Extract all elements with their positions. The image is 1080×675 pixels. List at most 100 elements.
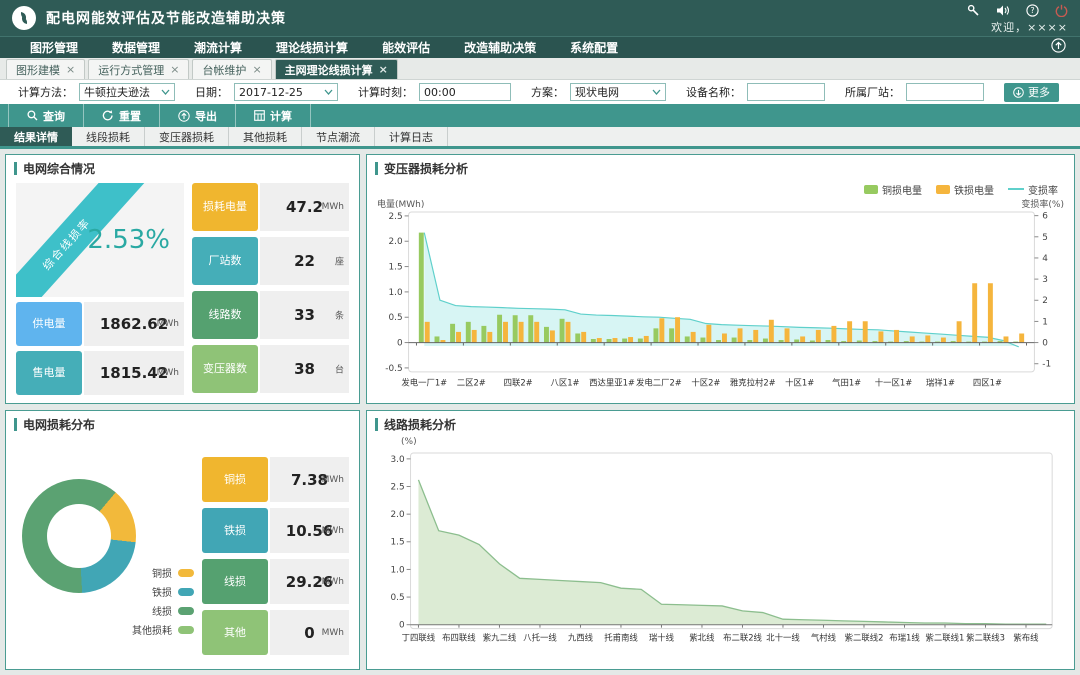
legend-loss-rate[interactable]: 变损率 — [1008, 182, 1058, 197]
legend-iron[interactable]: 铁损 — [132, 584, 194, 599]
sound-icon[interactable] — [996, 4, 1010, 17]
line-count-card: 线路数 33 条 — [192, 291, 349, 339]
help-icon[interactable]: ? — [1026, 3, 1039, 17]
svg-text:-1: -1 — [1042, 360, 1051, 370]
calculate-button[interactable]: 计算 — [235, 104, 311, 127]
menu-power-flow-calc[interactable]: 潮流计算 — [194, 41, 243, 55]
menu-system-config[interactable]: 系统配置 — [570, 41, 619, 55]
line-loss-card: 线损 29.26 MWh — [202, 559, 349, 604]
menu-data-management[interactable]: 数据管理 — [112, 41, 161, 55]
svg-text:布四联线: 布四联线 — [442, 632, 476, 642]
svg-text:发电一厂1#: 发电一厂1# — [401, 378, 447, 388]
legend-iron-loss[interactable]: 铁损电量 — [936, 182, 994, 197]
query-form: 计算方法： 牛顿拉夫逊法 日期： 2017-12-25 计算时刻： 方案： 现状… — [0, 80, 1080, 104]
svg-text:布瑞1线: 布瑞1线 — [889, 632, 920, 642]
date-select[interactable]: 2017-12-25 — [234, 83, 338, 101]
loss-distribution-donut-chart[interactable] — [22, 479, 136, 593]
search-icon — [27, 110, 38, 121]
result-tab-node-flow[interactable]: 节点潮流 — [302, 127, 375, 146]
menu-retrofit-decision[interactable]: 改造辅助决策 — [464, 41, 537, 55]
legend-other[interactable]: 其他损耗 — [132, 622, 194, 637]
close-icon[interactable]: × — [252, 63, 262, 76]
calculator-icon — [254, 110, 265, 121]
grid-overview-panel: 电网综合情况 综合线损率 2.53% 供电量 1862.62 MWh 售电量 18… — [5, 154, 360, 404]
svg-text:丁四联线: 丁四联线 — [402, 632, 436, 642]
loss-energy-card: 损耗电量 47.2 MWh — [192, 183, 349, 231]
svg-text:雅克拉村2#: 雅克拉村2# — [730, 378, 776, 388]
scheme-select[interactable]: 现状电网 — [570, 83, 666, 101]
panel-title: 线路损耗分析 — [367, 411, 1074, 437]
svg-text:十区1#: 十区1# — [785, 378, 814, 388]
result-tabbar: 结果详情 线段损耗 变压器损耗 其他损耗 节点潮流 计算日志 — [0, 127, 1080, 146]
reset-button[interactable]: 重置 — [83, 104, 159, 127]
panel-title: 电网综合情况 — [6, 155, 359, 181]
line-loss-rate-value: 2.53% — [87, 225, 170, 255]
query-button[interactable]: 查询 — [8, 104, 83, 127]
result-tab-detail[interactable]: 结果详情 — [0, 127, 72, 146]
power-icon[interactable] — [1055, 4, 1068, 17]
close-icon[interactable]: × — [66, 63, 76, 76]
tab-graphic-modeling[interactable]: 图形建模 × — [6, 59, 86, 79]
svg-text:4: 4 — [1042, 254, 1048, 264]
svg-text:1.0: 1.0 — [389, 288, 403, 298]
menu-graphics-management[interactable]: 图形管理 — [30, 41, 79, 55]
settings-wrench-icon[interactable] — [967, 4, 980, 17]
result-tab-segment-loss[interactable]: 线段损耗 — [72, 127, 145, 146]
date-label: 日期： — [195, 86, 228, 99]
more-button[interactable]: 更多 — [1004, 82, 1059, 102]
svg-text:二区2#: 二区2# — [457, 378, 486, 388]
svg-text:八托一线: 八托一线 — [523, 632, 557, 642]
station-input[interactable] — [906, 83, 984, 101]
svg-text:3: 3 — [1042, 275, 1048, 285]
svg-text:紫二联线2: 紫二联线2 — [845, 632, 884, 642]
svg-text:?: ? — [1030, 6, 1034, 15]
svg-text:瑞祥1#: 瑞祥1# — [926, 378, 955, 388]
calc-time-input[interactable] — [419, 83, 511, 101]
loss-distribution-panel: 电网损耗分布 铜损 铁损 线损 其他损耗 铜损 7.38 MWh 铁损 10.56 — [5, 410, 360, 670]
tab-main-grid-line-loss-calc[interactable]: 主网理论线损计算 × — [274, 59, 398, 79]
tab-ledger-maintenance[interactable]: 台帐维护 × — [192, 59, 272, 79]
svg-text:瑞十线: 瑞十线 — [649, 632, 675, 642]
transformer-loss-panel: 变压器损耗分析 铜损电量 铁损电量 变损率 电量(MWh) 变损率(%) 2.5… — [366, 154, 1075, 404]
action-toolbar: 查询 重置 导出 计算 — [0, 104, 1080, 127]
svg-text:0: 0 — [397, 339, 403, 349]
legend-copper[interactable]: 铜损 — [132, 565, 194, 580]
circle-down-icon — [1013, 86, 1024, 98]
donut-legend: 铜损 铁损 线损 其他损耗 — [132, 565, 194, 637]
svg-text:四区1#: 四区1# — [973, 378, 1002, 388]
svg-text:紫布线: 紫布线 — [1013, 632, 1039, 642]
result-tab-transformer-loss[interactable]: 变压器损耗 — [145, 127, 229, 146]
app-logo-icon — [12, 6, 36, 30]
legend-copper-loss[interactable]: 铜损电量 — [864, 182, 922, 197]
result-tab-other-loss[interactable]: 其他损耗 — [229, 127, 302, 146]
menu-theoretical-line-loss[interactable]: 理论线损计算 — [276, 41, 349, 55]
tab-operation-mode-management[interactable]: 运行方式管理 × — [88, 59, 190, 79]
result-tab-calc-log[interactable]: 计算日志 — [375, 127, 448, 146]
export-button[interactable]: 导出 — [159, 104, 235, 127]
svg-text:1: 1 — [1042, 317, 1048, 327]
svg-text:-0.5: -0.5 — [385, 364, 402, 374]
close-icon[interactable]: × — [378, 63, 388, 76]
legend-line[interactable]: 线损 — [132, 603, 194, 618]
device-name-label: 设备名称： — [686, 86, 741, 99]
transformer-chart-legend: 铜损电量 铁损电量 变损率 — [375, 181, 1066, 197]
svg-text:十一区1#: 十一区1# — [875, 378, 912, 388]
svg-text:1.5: 1.5 — [389, 263, 403, 273]
transformer-loss-chart[interactable]: 2.5 2.0 1.5 1.0 0.5 0 -0.5 6 5 4 3 2 1 0 -1 发电一厂1# 二区2# 四… — [375, 210, 1066, 400]
svg-text:0: 0 — [1042, 339, 1048, 349]
right-axis-title: 变损率(%) — [1021, 200, 1064, 210]
device-name-input[interactable] — [747, 83, 825, 101]
scroll-top-icon[interactable] — [1051, 38, 1066, 57]
titlebar: 配电网能效评估及节能改造辅助决策 ? 欢迎，×××× — [0, 0, 1080, 36]
calc-method-select[interactable]: 牛顿拉夫逊法 — [79, 83, 175, 101]
panel-title: 电网损耗分布 — [6, 411, 359, 437]
svg-text:气田1#: 气田1# — [832, 378, 861, 388]
svg-text:北十一线: 北十一线 — [766, 632, 800, 642]
svg-text:紫二联线3: 紫二联线3 — [966, 632, 1005, 642]
menu-efficiency-eval[interactable]: 能效评估 — [382, 41, 431, 55]
svg-text:2.5: 2.5 — [389, 212, 403, 222]
svg-text:布二联2线: 布二联2线 — [723, 632, 762, 642]
supply-energy-card: 供电量 1862.62 MWh — [16, 302, 184, 346]
close-icon[interactable]: × — [170, 63, 180, 76]
